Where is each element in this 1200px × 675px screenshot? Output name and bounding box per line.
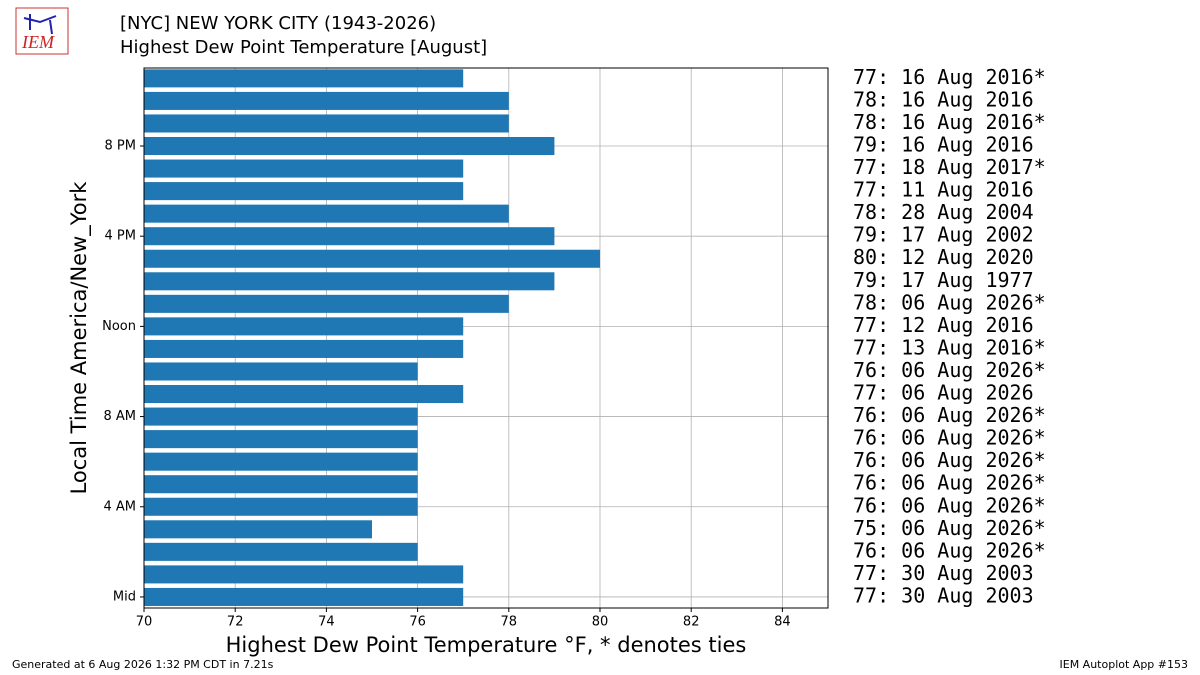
annotation: 76: 06 Aug 2026* (853, 426, 1046, 450)
bar (144, 385, 464, 404)
annotation: 77: 06 Aug 2026 (853, 381, 1034, 405)
chart-title: [NYC] NEW YORK CITY (1943-2026) (120, 13, 436, 34)
bar (144, 249, 600, 268)
annotation: 78: 06 Aug 2026* (853, 290, 1046, 314)
logo-text: IEM (21, 32, 55, 52)
bar (144, 204, 509, 223)
annotation: 76: 06 Aug 2026* (853, 403, 1046, 427)
annotation: 78: 16 Aug 2016 (853, 87, 1034, 111)
footer-right: IEM Autoplot App #153 (1060, 658, 1189, 671)
bar (144, 565, 464, 584)
x-tick-label: 74 (318, 615, 335, 630)
bar (144, 182, 464, 201)
annotation: 76: 06 Aug 2026* (853, 471, 1046, 495)
x-tick-label: 84 (774, 615, 791, 630)
annotation: 75: 06 Aug 2026* (853, 516, 1046, 540)
bar (144, 497, 418, 516)
annotation: 79: 17 Aug 2002 (853, 223, 1034, 247)
annotation: 77: 12 Aug 2016 (853, 313, 1034, 337)
annotation: 78: 16 Aug 2016* (853, 110, 1046, 134)
annotation: 80: 12 Aug 2020 (853, 245, 1034, 269)
annotation: 76: 06 Aug 2026* (853, 538, 1046, 562)
bar (144, 407, 418, 426)
annotation: 79: 17 Aug 1977 (853, 268, 1034, 292)
annotation: 77: 30 Aug 2003 (853, 561, 1034, 585)
annotation: 76: 06 Aug 2026* (853, 358, 1046, 382)
y-tick-label: Mid (113, 589, 136, 604)
y-tick-label: 8 PM (105, 139, 136, 154)
bar (144, 272, 555, 291)
bar (144, 91, 509, 110)
annotation: 77: 16 Aug 2016* (853, 65, 1046, 89)
annotation: 77: 30 Aug 2003 (853, 583, 1034, 607)
x-tick-label: 82 (683, 615, 700, 630)
x-tick-label: 76 (409, 615, 426, 630)
annotation: 77: 13 Aug 2016* (853, 335, 1046, 359)
bar (144, 542, 418, 561)
y-tick-label: 4 PM (105, 229, 136, 244)
x-tick-label: 70 (136, 615, 153, 630)
bar (144, 136, 555, 156)
bar (144, 520, 372, 539)
y-tick-label: Noon (102, 319, 136, 334)
bar (144, 430, 418, 449)
bar (144, 339, 464, 358)
logo-icon (23, 14, 57, 35)
annotation: 76: 06 Aug 2026* (853, 493, 1046, 517)
footer-left: Generated at 6 Aug 2026 1:32 PM CDT in 7… (12, 658, 274, 671)
bar (144, 452, 418, 471)
bar (144, 475, 418, 494)
y-axis-label: Local Time America/New_York (67, 181, 92, 495)
chart-subtitle: Highest Dew Point Temperature [August] (120, 37, 487, 58)
x-tick-label: 72 (227, 615, 244, 630)
plot-frame (143, 67, 829, 609)
bar (144, 159, 464, 178)
y-tick-label: 4 AM (103, 499, 136, 514)
logo-frame (15, 7, 69, 55)
annotation: 77: 11 Aug 2016 (853, 178, 1034, 202)
bar (144, 294, 509, 313)
bar (144, 227, 555, 246)
annotation: 77: 18 Aug 2017* (853, 155, 1046, 179)
bar (144, 69, 464, 88)
y-tick-label: 8 AM (103, 409, 136, 424)
x-tick-label: 80 (592, 615, 609, 630)
bar (144, 317, 464, 336)
x-tick-label: 78 (501, 615, 518, 630)
bar (144, 114, 509, 133)
annotation: 76: 06 Aug 2026* (853, 448, 1046, 472)
x-axis-label: Highest Dew Point Temperature °F, * deno… (226, 633, 747, 657)
annotation: 78: 28 Aug 2004 (853, 200, 1034, 224)
annotation: 79: 16 Aug 2016 (853, 133, 1034, 157)
bar (144, 362, 418, 381)
bar (144, 587, 464, 606)
